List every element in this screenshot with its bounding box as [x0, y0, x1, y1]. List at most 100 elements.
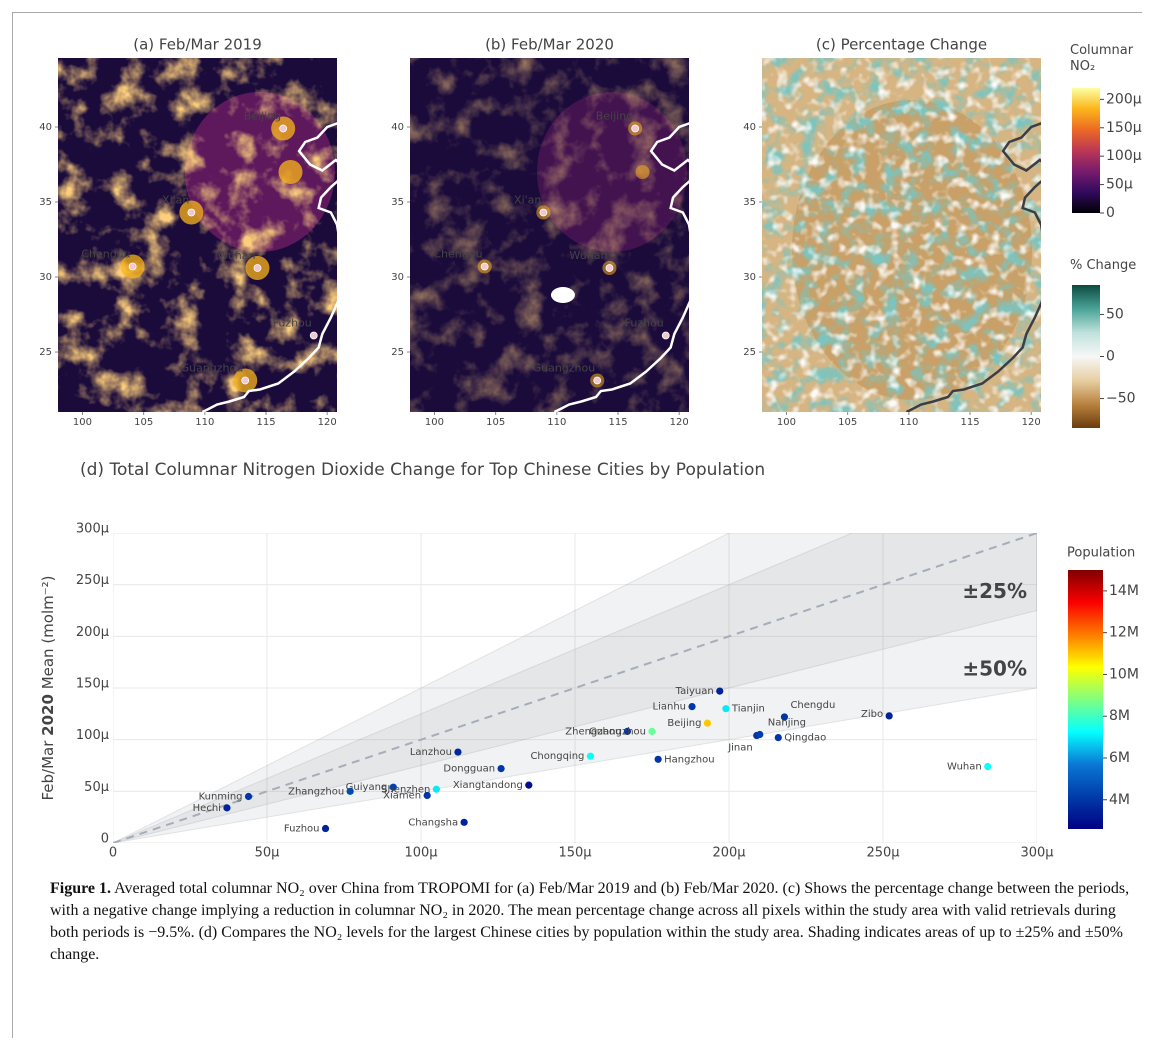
colorbar-title: Population	[1067, 546, 1135, 561]
city-point	[722, 705, 729, 712]
city-label: Chengdu	[81, 248, 130, 261]
x-tick-label: 120	[1022, 417, 1041, 428]
point-label: Lanzhou	[410, 747, 452, 758]
point-label: Xiangtandong	[453, 780, 523, 791]
colorbar-tick-label: 50μ	[1106, 177, 1133, 193]
y-axis-label-part: 2020	[39, 694, 57, 736]
city-marker	[129, 263, 136, 270]
chart-title: (d) Total Columnar Nitrogen Dioxide Chan…	[80, 460, 765, 480]
y-tick-label: 100μ	[76, 728, 109, 743]
x-axis-label-part: Feb/Mar	[462, 874, 527, 876]
y-tick-label: 0	[101, 832, 109, 847]
city-point	[223, 804, 230, 811]
city-point	[454, 748, 461, 755]
point-label: Wuhan	[947, 762, 982, 773]
x-tick-label: 110	[547, 417, 566, 428]
x-tick-label: 100	[777, 417, 796, 428]
city-marker	[481, 263, 488, 270]
colorbar-tick-label: 150μ	[1106, 120, 1142, 136]
point-label: Qingdao	[784, 733, 826, 744]
x-axis-label: Feb/Mar 2019 Mean (molm⁻²)	[462, 874, 687, 876]
y-tick-label: 150μ	[76, 677, 109, 692]
y-tick-label: 200μ	[76, 625, 109, 640]
caption-label: Figure 1.	[50, 880, 111, 897]
point-label: Guangzhou	[589, 726, 646, 737]
city-marker	[254, 265, 261, 272]
city-label: Guangzhou	[533, 362, 596, 375]
point-label: Fuzhou	[284, 824, 320, 835]
colorbar-tick-label: 100μ	[1106, 148, 1142, 164]
city-point	[648, 728, 655, 735]
colorbar	[1072, 88, 1100, 213]
city-point	[655, 756, 662, 763]
point-label: Taiyuan	[675, 686, 714, 697]
x-tick-label: 200μ	[712, 846, 745, 861]
map-image	[58, 58, 339, 412]
caption: Figure 1. Averaged total columnar NO₂ ov…	[50, 878, 1135, 966]
colorbar-tick-label: 0	[1106, 205, 1115, 221]
y-tick-label: 25	[39, 347, 52, 358]
point-label: Zibo	[861, 709, 883, 720]
colorbar-tick-label: 200μ	[1106, 91, 1142, 107]
city-point	[245, 793, 252, 800]
point-label: Dongguan	[443, 764, 495, 775]
colorbar-title: % Change	[1070, 258, 1140, 274]
caption-text: Averaged total columnar NO₂ over China f…	[50, 880, 1129, 963]
colorbar-tick-label: 50	[1106, 306, 1124, 322]
y-tick-label: 35	[743, 197, 756, 208]
point-label: Lianhu	[653, 702, 687, 713]
point-label: Zhangzhou	[288, 786, 344, 797]
point-label: Hangzhou	[664, 754, 714, 765]
x-tick-label: 105	[134, 417, 153, 428]
x-tick-label: 250μ	[866, 846, 899, 861]
band-label: ±25%	[962, 579, 1027, 603]
city-marker	[594, 377, 601, 384]
city-marker	[662, 332, 669, 339]
point-label: Kunming	[199, 792, 243, 803]
y-axis-label-part: Feb/Mar	[39, 736, 57, 801]
city-label: Xi'an	[514, 194, 541, 207]
city-marker	[242, 377, 249, 384]
city-marker	[632, 125, 639, 132]
city-point	[756, 731, 763, 738]
y-tick-label: 35	[391, 197, 404, 208]
x-tick-label: 115	[960, 417, 979, 428]
page: (a) Feb/Mar 201910010511011512025303540B…	[0, 0, 1155, 1048]
colorbar	[1072, 285, 1100, 428]
band-label: ±50%	[962, 657, 1027, 681]
city-label: Guangzhou	[181, 362, 244, 375]
city-point	[433, 786, 440, 793]
x-tick-label: 120	[318, 417, 337, 428]
city-marker	[606, 265, 613, 272]
y-tick-label: 30	[391, 272, 404, 283]
x-tick-label: 115	[608, 417, 627, 428]
colorbar-title: Columnar NO₂	[1070, 43, 1140, 75]
y-tick-label: 35	[39, 197, 52, 208]
point-label: Tianjin	[731, 704, 765, 715]
point-label: Hechi	[193, 803, 221, 814]
y-tick-label: 50μ	[84, 780, 109, 795]
point-label: Chengdu	[790, 700, 835, 711]
y-tick-label: 40	[39, 122, 52, 133]
x-tick-label: 300μ	[1020, 846, 1053, 861]
colorbar-tick-label: 14M	[1109, 583, 1139, 599]
city-label: Beijing	[244, 110, 281, 123]
city-point	[716, 688, 723, 695]
x-tick-label: 50μ	[255, 846, 280, 861]
y-axis-label: Feb/Mar 2020 Mean (molm⁻²)	[39, 575, 57, 800]
city-point	[984, 763, 991, 770]
panel-title: (c) Percentage Change	[816, 36, 987, 54]
point-label: Changsha	[408, 817, 458, 828]
city-label: Wuhan	[217, 249, 255, 262]
panel-title: (b) Feb/Mar 2020	[485, 36, 614, 54]
city-label: Wuhan	[569, 249, 607, 262]
x-tick-label: 105	[486, 417, 505, 428]
x-tick-label: 100	[425, 417, 444, 428]
city-label: Chengdu	[433, 248, 482, 261]
colorbar-tick-label: 10M	[1109, 666, 1139, 682]
colorbar-tick-label: 8M	[1109, 708, 1130, 724]
colorbar-tick-label: 6M	[1109, 750, 1130, 766]
city-label: Beijing	[596, 110, 633, 123]
colorbar-tick-label: −50	[1106, 391, 1136, 407]
city-point	[704, 720, 711, 727]
